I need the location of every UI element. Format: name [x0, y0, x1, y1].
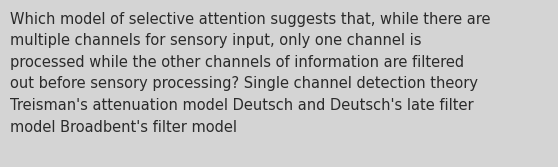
Text: Which model of selective attention suggests that, while there are
multiple chann: Which model of selective attention sugge…	[10, 12, 490, 135]
